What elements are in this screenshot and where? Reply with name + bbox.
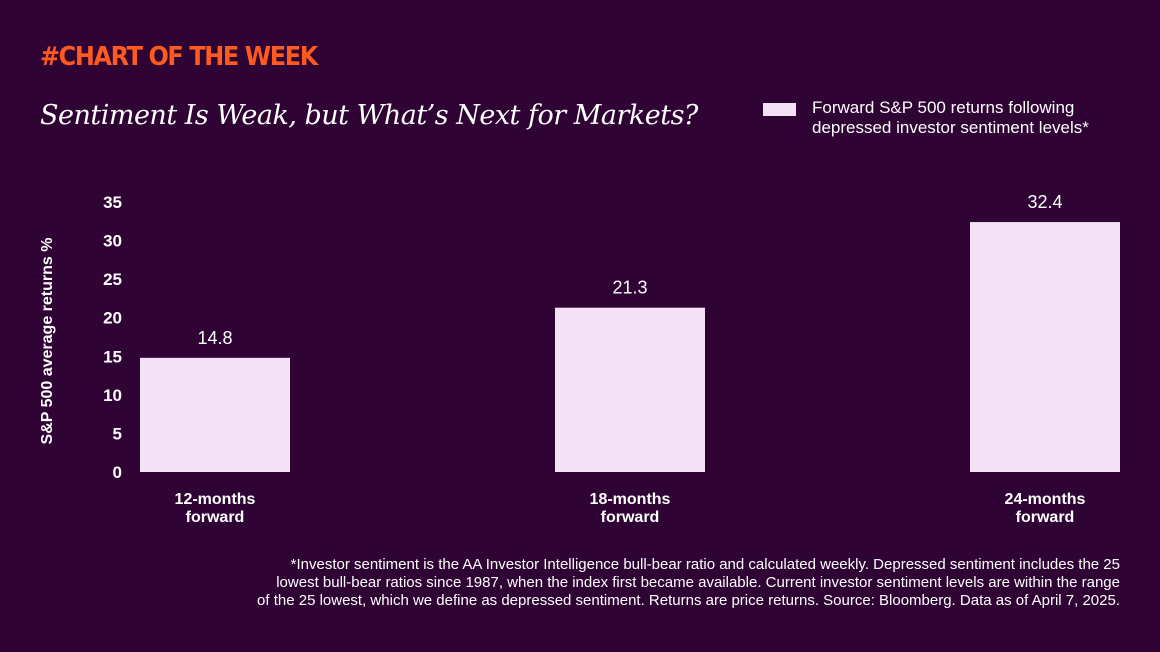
- y-tick-label: 0: [113, 463, 122, 482]
- bar: [555, 307, 705, 472]
- footnote: *Investor sentiment is the AA Investor I…: [120, 556, 1120, 610]
- y-tick-label: 35: [103, 193, 122, 212]
- y-tick-label: 15: [103, 347, 122, 366]
- bar: [140, 357, 290, 472]
- chart-title: Sentiment Is Weak, but What’s Next for M…: [40, 100, 698, 131]
- y-axis-label: S&P 500 average returns %: [39, 238, 56, 445]
- chart-kicker: #CHART OF THE WEEK: [40, 42, 318, 72]
- data-label: 21.3: [612, 278, 647, 298]
- x-category-label: 12-months forward: [175, 491, 256, 526]
- x-category-label: 18-months forward: [590, 491, 671, 526]
- x-category-label-line: 18-months: [590, 491, 671, 508]
- x-category-label-line: 12-months: [175, 491, 256, 508]
- footnote-line: of the 25 lowest, which we define as dep…: [257, 592, 1120, 609]
- x-category-label-line: 24-months: [1005, 491, 1086, 508]
- x-category-label-line: forward: [601, 509, 660, 526]
- y-tick-label: 20: [103, 309, 122, 328]
- footnote-line: lowest bull-bear ratios since 1987, when…: [276, 574, 1120, 591]
- bar: [970, 222, 1120, 472]
- legend-label-line: depressed investor sentiment levels*: [812, 118, 1089, 137]
- data-label: 32.4: [1027, 192, 1062, 212]
- legend-label-line: Forward S&P 500 returns following: [812, 98, 1075, 117]
- footnote-line: *Investor sentiment is the AA Investor I…: [290, 556, 1120, 573]
- y-tick-label: 5: [113, 424, 122, 443]
- y-tick-label: 10: [103, 386, 122, 405]
- x-category-label-line: forward: [1016, 509, 1075, 526]
- legend-label: Forward S&P 500 returns following depres…: [812, 98, 1089, 138]
- x-category-label-line: forward: [186, 509, 245, 526]
- data-label: 14.8: [197, 328, 232, 348]
- y-tick-label: 30: [103, 232, 122, 251]
- x-category-label: 24-months forward: [1005, 491, 1086, 526]
- legend-swatch: [763, 103, 796, 116]
- legend: Forward S&P 500 returns following depres…: [763, 98, 1143, 138]
- y-tick-label: 25: [103, 270, 122, 289]
